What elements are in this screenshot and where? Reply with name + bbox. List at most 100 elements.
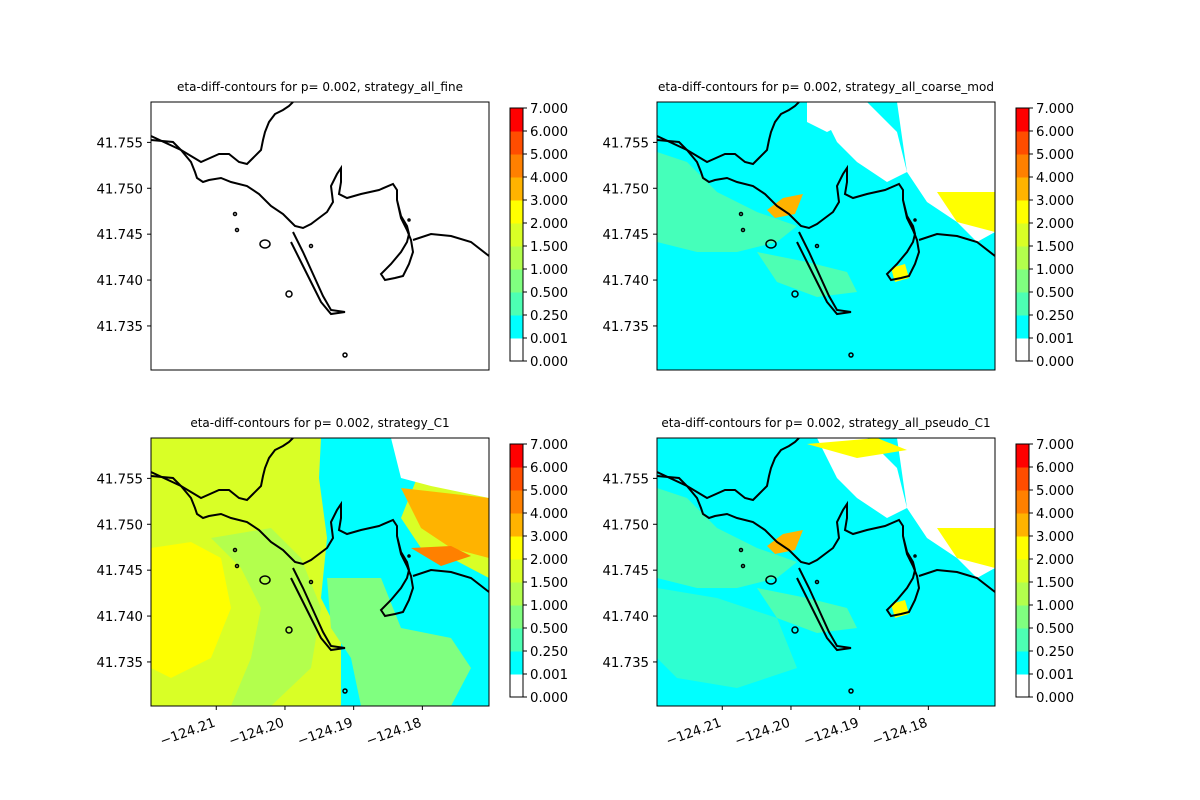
colorbar-tick-label: 0.500: [530, 622, 568, 637]
panel-2: eta-diff-contours for p= 0.002, strategy…: [602, 80, 1074, 371]
colorbar-tick-label: 3.000: [530, 194, 568, 209]
colorbar-swatch: [1016, 131, 1029, 155]
x-tick-label: −124.19: [296, 716, 355, 750]
y-tick-label: 41.735: [602, 320, 649, 335]
colorbar-swatch: [1016, 582, 1029, 606]
contour-field: [151, 102, 489, 358]
colorbar: 0.000 0.001 0.250 0.500 1.000 1.500 2.000 3.000…: [1015, 102, 1074, 370]
colorbar-tick-label: 1.500: [1036, 576, 1074, 591]
colorbar-tick-label: 0.000: [1036, 691, 1074, 706]
colorbar-tick-label: 5.000: [530, 484, 568, 499]
colorbar-tick-label: 4.000: [1036, 507, 1074, 522]
colorbar-swatch: [510, 338, 523, 362]
colorbar-swatch: [510, 246, 523, 270]
colorbar: 0.000 0.001 0.250 0.500 1.000 1.500 2.000 3.000…: [1015, 438, 1074, 706]
colorbar-swatch: [510, 490, 523, 514]
colorbar-tick-label: 3.000: [530, 530, 568, 545]
colorbar-tick-label: 4.000: [530, 507, 568, 522]
colorbar-swatch: [1016, 559, 1029, 583]
colorbar-tick-label: 1.000: [530, 263, 568, 278]
y-tick-label: 41.735: [96, 320, 143, 335]
colorbar-swatch: [1016, 154, 1029, 178]
x-tick-label: −124.21: [664, 716, 723, 750]
colorbar-tick-label: 6.000: [530, 125, 568, 140]
y-tick-label: 41.750: [602, 182, 649, 197]
colorbar-tick-label: 7.000: [1036, 102, 1074, 117]
colorbar-swatch: [1016, 315, 1029, 339]
panel-4: eta-diff-contours for p= 0.002, strategy…: [602, 416, 1074, 749]
colorbar-swatch: [1016, 651, 1029, 675]
colorbar-tick-label: 5.000: [530, 148, 568, 163]
colorbar-swatch: [510, 200, 523, 224]
colorbar-swatch: [510, 674, 523, 698]
y-tick-label: 41.755: [602, 472, 649, 487]
colorbar-tick-label: 5.000: [1036, 484, 1074, 499]
colorbar-frame: [1015, 107, 1030, 362]
y-tick-label: 41.750: [96, 518, 143, 533]
y-tick-label: 41.740: [96, 274, 143, 289]
x-tick-label: −124.20: [227, 716, 286, 750]
colorbar-swatch: [510, 444, 523, 468]
contour-field: [657, 438, 995, 706]
colorbar-swatch: [510, 536, 523, 560]
colorbar-swatch: [1016, 292, 1029, 316]
y-tick-label: 41.740: [602, 274, 649, 289]
colorbar-tick-label: 0.001: [1036, 332, 1074, 347]
colorbar-tick-label: 7.000: [530, 438, 568, 453]
y-tick-label: 41.755: [96, 136, 143, 151]
x-tick-label: −124.19: [802, 716, 861, 750]
colorbar-tick-label: 3.000: [1036, 194, 1074, 209]
colorbar-swatch: [1016, 605, 1029, 629]
colorbar-swatch: [510, 269, 523, 293]
y-tick-label: 41.740: [602, 610, 649, 625]
colorbar-tick-label: 7.000: [1036, 438, 1074, 453]
colorbar-tick-label: 2.000: [1036, 217, 1074, 232]
colorbar-frame: [1015, 443, 1030, 698]
colorbar-tick-label: 3.000: [1036, 530, 1074, 545]
colorbar-swatch: [510, 131, 523, 155]
colorbar-tick-label: 0.250: [530, 645, 568, 660]
y-tick-label: 41.755: [602, 136, 649, 151]
colorbar-swatch: [510, 292, 523, 316]
colorbar-swatch: [1016, 628, 1029, 652]
colorbar-swatch: [1016, 536, 1029, 560]
colorbar-frame: [509, 107, 524, 362]
colorbar-swatch: [510, 108, 523, 132]
colorbar-tick-label: 2.000: [530, 217, 568, 232]
colorbar-swatch: [1016, 269, 1029, 293]
colorbar-tick-label: 1.000: [1036, 263, 1074, 278]
colorbar-tick-label: 0.001: [530, 332, 568, 347]
colorbar-swatch: [510, 513, 523, 537]
colorbar-tick-label: 0.500: [1036, 622, 1074, 637]
x-tick-label: −124.18: [364, 716, 423, 750]
colorbar-swatch: [1016, 200, 1029, 224]
y-tick-label: 41.735: [602, 656, 649, 671]
colorbar-tick-label: 5.000: [1036, 148, 1074, 163]
colorbar: 0.000 0.001 0.250 0.500 1.000 1.500 2.000 3.000…: [509, 102, 568, 370]
x-tick-label: −124.20: [733, 716, 792, 750]
colorbar-tick-label: 1.500: [1036, 240, 1074, 255]
colorbar-tick-label: 4.000: [530, 171, 568, 186]
colorbar-tick-label: 6.000: [1036, 125, 1074, 140]
colorbar-tick-label: 2.000: [1036, 553, 1074, 568]
colorbar: 0.000 0.001 0.250 0.500 1.000 1.500 2.000 3.000…: [509, 438, 568, 706]
y-tick-label: 41.745: [602, 564, 649, 579]
colorbar-tick-label: 0.000: [1036, 355, 1074, 370]
colorbar-swatch: [510, 582, 523, 606]
panel-1: eta-diff-contours for p= 0.002, strategy…: [96, 80, 568, 371]
colorbar-tick-label: 0.250: [1036, 309, 1074, 324]
contour-field: [657, 102, 995, 370]
colorbar-tick-label: 0.500: [1036, 286, 1074, 301]
colorbar-swatch: [1016, 467, 1029, 491]
x-tick-label: −124.21: [158, 716, 217, 750]
colorbar-tick-label: 0.001: [530, 668, 568, 683]
colorbar-swatch: [1016, 490, 1029, 514]
x-tick-label: −124.18: [870, 716, 929, 750]
colorbar-tick-label: 0.250: [530, 309, 568, 324]
colorbar-tick-label: 0.500: [530, 286, 568, 301]
colorbar-swatch: [1016, 513, 1029, 537]
y-tick-label: 41.740: [96, 610, 143, 625]
plot-frame: [656, 101, 996, 371]
colorbar-swatch: [1016, 338, 1029, 362]
